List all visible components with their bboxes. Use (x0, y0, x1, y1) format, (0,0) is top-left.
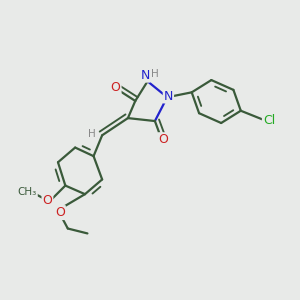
Text: O: O (159, 133, 168, 146)
Text: CH₃: CH₃ (18, 187, 37, 197)
Text: O: O (55, 206, 65, 219)
Text: Cl: Cl (263, 114, 275, 127)
Text: H: H (151, 69, 158, 79)
Text: N: N (164, 89, 173, 103)
Text: H: H (88, 129, 96, 139)
Text: O: O (43, 194, 52, 207)
Text: N: N (140, 69, 150, 82)
Text: O: O (111, 81, 121, 94)
